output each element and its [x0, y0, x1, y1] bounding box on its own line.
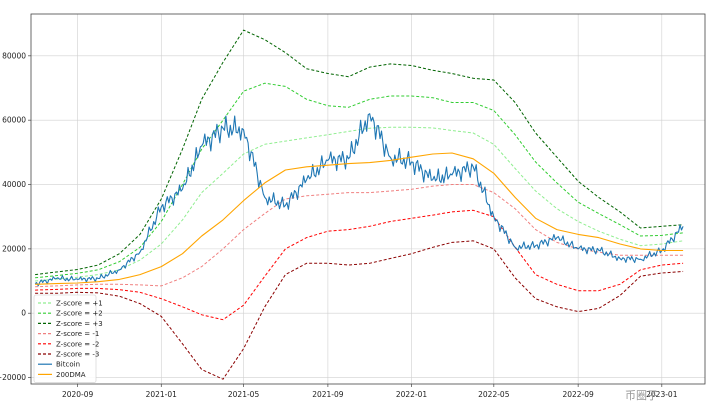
series-line-z-score-2: [35, 209, 684, 321]
watermark-text: 币圈子: [625, 389, 658, 402]
legend-label: Z-score = +1: [56, 300, 103, 308]
series-line-z-score-3: [35, 29, 684, 276]
series-line-200dma: [35, 152, 684, 285]
x-tick-label: 2022-09: [562, 390, 594, 399]
legend: Z-score = +1 Z-score = +2 Z-score = +3 Z-sc…: [33, 294, 103, 383]
grid-lines: [31, 14, 705, 384]
y-tick-label: −20000: [0, 373, 26, 382]
series-line-z-score-1: [35, 126, 684, 282]
y-tick-label: 0: [21, 309, 26, 318]
y-tick-label: 40000: [2, 180, 26, 189]
legend-box: [33, 294, 97, 383]
x-tick-label: 2021-01: [146, 390, 178, 399]
axis-ticks: 2020-09 2021-01 2021-05 2021-09 2022-01 2022-…: [0, 51, 678, 399]
legend-label: Z-score = -1: [56, 330, 99, 338]
series-lines: [34, 29, 684, 380]
x-tick-label: 2021-09: [312, 390, 344, 399]
y-tick-label: 60000: [2, 116, 26, 125]
x-tick-label: 2021-05: [228, 390, 260, 399]
x-tick-label: 2020-09: [62, 390, 94, 399]
series-line-z-score-3: [35, 240, 684, 380]
series-line-bitcoin: [34, 113, 684, 287]
legend-label: Bitcoin: [56, 361, 80, 369]
x-tick-label: 2022-05: [478, 390, 510, 399]
y-tick-label: 80000: [2, 51, 26, 60]
legend-label: Z-score = -2: [56, 340, 99, 348]
y-tick-label: 20000: [2, 244, 26, 253]
legend-label: Z-score = -3: [56, 351, 99, 359]
plot-frame: [30, 13, 706, 385]
x-tick-label: 2023-01: [646, 390, 678, 399]
legend-label: 200DMA: [56, 371, 86, 379]
series-line-z-score-2: [35, 82, 684, 279]
x-tick-label: 2022-01: [396, 390, 428, 399]
legend-label: Z-score = +3: [56, 320, 103, 328]
legend-label: Z-score = +2: [56, 310, 103, 318]
